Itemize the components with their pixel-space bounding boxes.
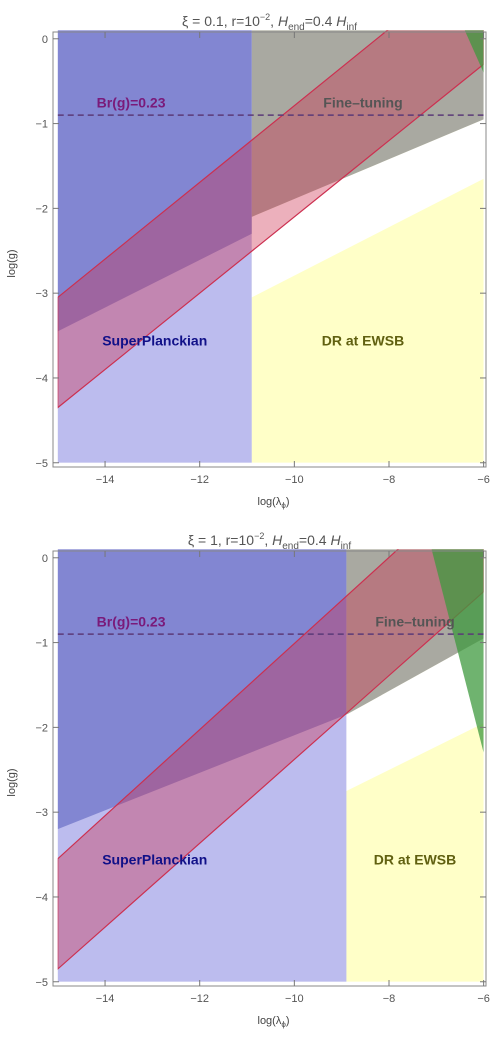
plot-frame bbox=[52, 550, 487, 987]
y-axis-ticks: 0 −1 −2 −3 −4 −5 bbox=[35, 553, 486, 989]
plot-area bbox=[57, 549, 484, 982]
chart-svg-2: −14 −12 −10 −8 −6 0 −1 −2 −3 −4 −5 log(λϕ) log(g) ξ =… bbox=[6, 531, 490, 1029]
x-tick-label: −6 bbox=[477, 993, 490, 1005]
y-tick-label: −3 bbox=[35, 288, 48, 300]
dr-ewsb-label: DR at EWSB bbox=[322, 333, 404, 349]
x-tick-label: −14 bbox=[96, 474, 115, 486]
dr-ewsb-label: DR at EWSB bbox=[374, 852, 456, 868]
x-tick-label: −10 bbox=[285, 474, 304, 486]
br-label: Br(g)=0.23 bbox=[97, 613, 166, 629]
y-tick-label: −2 bbox=[35, 722, 48, 734]
chart-panel-2: −14 −12 −10 −8 −6 0 −1 −2 −3 −4 −5 log(λϕ) log(g) ξ =… bbox=[0, 519, 490, 1038]
y-tick-label: −2 bbox=[35, 203, 48, 215]
plot-area bbox=[57, 30, 484, 463]
x-tick-label: −12 bbox=[190, 993, 209, 1005]
superplanckian-region bbox=[57, 549, 347, 830]
x-tick-label: −14 bbox=[96, 993, 115, 1005]
superplanckian-label: SuperPlanckian bbox=[102, 333, 207, 349]
x-tick-label: −12 bbox=[190, 474, 209, 486]
y-tick-label: −1 bbox=[35, 638, 48, 650]
superplanckian-region bbox=[57, 30, 252, 332]
y-tick-label: −5 bbox=[35, 458, 48, 470]
y-tick-label: −3 bbox=[35, 807, 48, 819]
y-tick-label: 0 bbox=[42, 553, 48, 565]
x-tick-label: −8 bbox=[383, 993, 396, 1005]
chart-svg-1: −14 −12 −10 −8 −6 0 −1 −2 −3 −4 −5 log(λϕ) log(g) ξ =… bbox=[6, 12, 490, 510]
y-axis-label: log(g) bbox=[6, 768, 18, 796]
y-tick-label: −5 bbox=[35, 977, 48, 989]
y-tick-label: −4 bbox=[35, 892, 48, 904]
x-axis-ticks: −14 −12 −10 −8 −6 bbox=[96, 551, 490, 1005]
green-region bbox=[431, 549, 484, 753]
blue-band bbox=[57, 714, 347, 982]
chart-title: ξ = 0.1, r=10−2, Hend=0.4 Hinf bbox=[182, 12, 357, 33]
plot-frame bbox=[52, 31, 487, 468]
chart-panel-1: −14 −12 −10 −8 −6 0 −1 −2 −3 −4 −5 log(λϕ) log(g) ξ =… bbox=[6, 12, 490, 510]
y-tick-label: 0 bbox=[42, 34, 48, 46]
finetuning-label: Fine–tuning bbox=[323, 94, 402, 110]
y-axis-ticks: 0 −1 −2 −3 −4 −5 bbox=[35, 34, 486, 470]
x-tick-label: −8 bbox=[383, 474, 396, 486]
x-axis-ticks: −14 −12 −10 −8 −6 bbox=[96, 32, 490, 486]
chart-title: ξ = 1, r=10−2, Hend=0.4 Hinf bbox=[188, 531, 352, 552]
green-region bbox=[464, 30, 484, 73]
br-label: Br(g)=0.23 bbox=[97, 94, 166, 110]
y-tick-label: −1 bbox=[35, 119, 48, 131]
finetuning-region bbox=[251, 30, 484, 217]
y-axis-label: log(g) bbox=[6, 249, 18, 277]
x-tick-label: −10 bbox=[285, 993, 304, 1005]
x-tick-label: −6 bbox=[477, 474, 490, 486]
allowed-white-region bbox=[346, 638, 484, 791]
y-tick-label: −4 bbox=[35, 373, 48, 385]
allowed-white-region bbox=[251, 119, 484, 298]
x-axis-label: log(λϕ) bbox=[258, 1015, 290, 1029]
superplanckian-label: SuperPlanckian bbox=[102, 852, 207, 868]
finetuning-label: Fine–tuning bbox=[375, 613, 454, 629]
x-axis-label: log(λϕ) bbox=[258, 496, 290, 510]
